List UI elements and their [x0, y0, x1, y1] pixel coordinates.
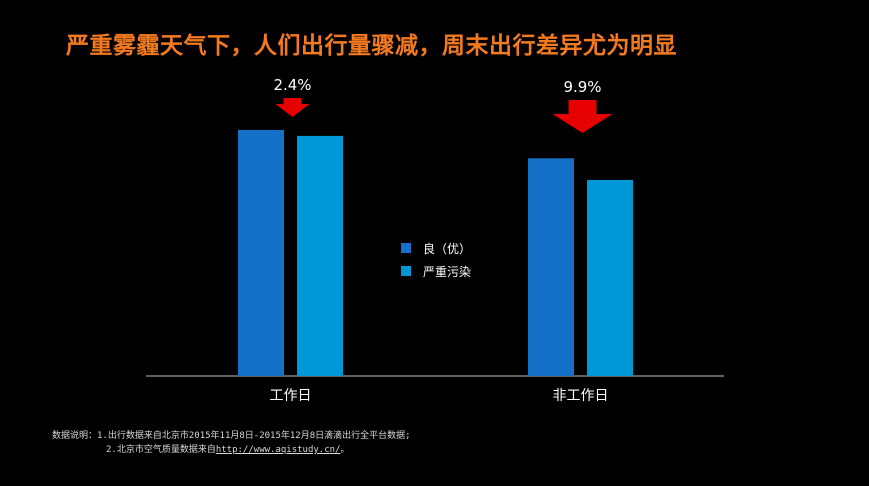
note-label: 数据说明：	[52, 431, 98, 441]
bar-2-series-1	[528, 158, 574, 376]
bar-2-series-2	[587, 179, 633, 376]
note-2-suffix: 。	[340, 445, 350, 455]
note-line-2: 2.北京市空气质量数据来自http://www.aqistudy.cn/。	[52, 443, 411, 457]
source-link[interactable]: http://www.aqistudy.cn/	[215, 445, 341, 455]
bar-1-series-1	[238, 130, 284, 376]
data-notes: 数据说明：1.出行数据来自北京市2015年11月8日-2015年12月8日滴滴出…	[52, 429, 411, 457]
change-label: 2.4%	[273, 76, 311, 94]
down-arrow-icon	[552, 100, 613, 133]
legend-label-1: 良（优）	[423, 241, 471, 256]
x-tick-label: 工作日	[270, 388, 312, 404]
down-arrow-icon	[275, 98, 310, 117]
legend-swatch-1	[401, 243, 411, 253]
bar-1-series-2	[297, 135, 343, 376]
chart-title: 严重雾霾天气下，人们出行量骤减，周末出行差异尤为明显	[66, 33, 677, 59]
change-label: 9.9%	[563, 78, 601, 96]
note-2-prefix: 2.北京市空气质量数据来自	[106, 445, 216, 455]
legend-label-2: 严重污染	[423, 264, 471, 279]
legend-swatch-2	[401, 266, 411, 276]
x-tick-label: 非工作日	[553, 388, 609, 404]
note-1: 1.出行数据来自北京市2015年11月8日-2015年12月8日滴滴出行全平台数…	[97, 431, 411, 441]
note-line-1: 数据说明：1.出行数据来自北京市2015年11月8日-2015年12月8日滴滴出…	[52, 429, 411, 443]
